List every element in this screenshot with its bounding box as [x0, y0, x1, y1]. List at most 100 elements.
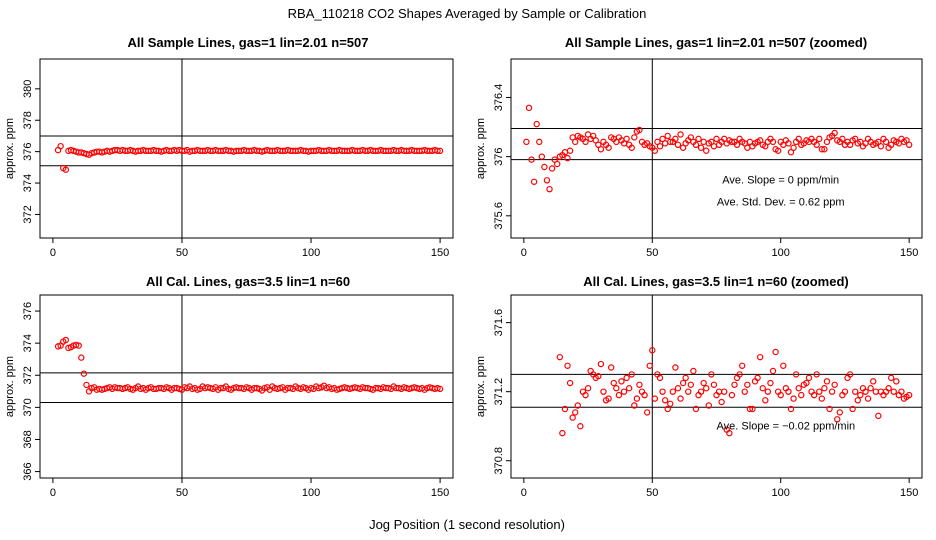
data-point [83, 381, 90, 389]
data-point [646, 362, 653, 369]
data-point [607, 364, 615, 371]
data-point [762, 397, 769, 404]
data-point [767, 379, 774, 387]
data-point [631, 134, 638, 141]
data-point [764, 388, 772, 395]
data-point [636, 126, 643, 134]
y-tick-label: 368 [22, 430, 34, 448]
data-point [872, 388, 879, 395]
data-point [685, 388, 692, 395]
y-tick-label: 374 [22, 334, 34, 352]
panel-title: All Sample Lines, gas=1 lin=2.01 n=507 (… [565, 35, 867, 50]
y-tick-label: 371.6 [493, 309, 505, 337]
plot-frame [39, 58, 454, 239]
data-point [738, 362, 746, 369]
data-point [613, 385, 620, 392]
x-tick-label: 0 [521, 487, 527, 499]
data-point [772, 348, 779, 356]
data-point [664, 132, 671, 140]
y-tick-label: 376 [22, 302, 34, 320]
data-point [813, 141, 820, 149]
data-point [643, 409, 651, 416]
data-point [661, 397, 669, 404]
data-point [798, 391, 805, 399]
data-point [710, 143, 718, 150]
data-point [559, 429, 566, 437]
data-point [790, 395, 797, 402]
data-point [839, 135, 846, 143]
data-point [700, 138, 707, 146]
data-point [905, 141, 913, 149]
data-point [795, 135, 802, 143]
data-point [893, 378, 900, 385]
data-point [718, 398, 725, 406]
data-point [818, 395, 826, 402]
data-point [905, 391, 913, 399]
data-point [597, 146, 605, 153]
y-tick-label: 371.2 [493, 378, 505, 406]
x-tick-label: 150 [431, 247, 449, 259]
data-point [823, 378, 831, 385]
data-point [574, 402, 581, 409]
data-point [754, 374, 761, 382]
data-point [672, 135, 679, 143]
y-tick-label: 375.6 [493, 202, 505, 230]
data-point [695, 135, 702, 143]
data-point [769, 138, 777, 146]
panel-sample-lines-zoomed: All Sample Lines, gas=1 lin=2.01 n=507 (… [475, 35, 923, 259]
data-point [561, 405, 569, 413]
data-point [790, 144, 797, 151]
y-axis-label: approx. ppm [4, 118, 16, 179]
data-point [785, 388, 792, 395]
data-point [677, 395, 684, 402]
data-point [710, 381, 718, 388]
data-point [867, 385, 874, 392]
data-point [667, 138, 674, 146]
data-point [656, 374, 664, 382]
data-point [816, 388, 823, 395]
data-point [828, 388, 836, 395]
data-point [548, 165, 556, 172]
panel-title: All Cal. Lines, gas=3.5 lin=1 n=60 [146, 274, 350, 289]
plot-frame [39, 294, 454, 479]
data-point [536, 138, 543, 146]
data-point [846, 371, 854, 378]
data-point [659, 388, 666, 395]
data-point [834, 416, 841, 423]
data-point [597, 360, 605, 368]
data-point [674, 385, 682, 392]
x-tick-label: 100 [302, 247, 320, 259]
data-point [80, 370, 88, 377]
data-point [728, 391, 736, 399]
data-point [584, 385, 592, 392]
y-tick-label: 370.8 [493, 447, 505, 475]
data-point [538, 153, 546, 160]
data-point [721, 388, 728, 395]
data-point [667, 400, 674, 407]
data-point [625, 385, 633, 392]
data-point [869, 378, 877, 385]
data-point [831, 129, 838, 137]
data-point [692, 141, 700, 149]
data-point [756, 353, 764, 361]
plot-frame [510, 294, 923, 479]
data-point [887, 374, 895, 382]
x-tick-label: 150 [900, 247, 918, 259]
data-point [566, 147, 574, 154]
data-point [577, 423, 584, 430]
y-tick-label: 372 [22, 205, 34, 223]
data-point [733, 141, 741, 149]
data-point [661, 140, 669, 147]
x-tick-label: 50 [176, 247, 188, 259]
data-point [744, 381, 751, 388]
data-point [636, 381, 643, 388]
data-point [525, 104, 533, 112]
x-tick-label: 150 [900, 487, 918, 499]
x-tick-label: 100 [302, 487, 320, 499]
data-point [777, 391, 784, 399]
x-tick-label: 150 [431, 487, 449, 499]
x-tick-label: 50 [646, 487, 658, 499]
data-point [633, 395, 641, 402]
data-point [769, 367, 777, 375]
plot-frame [510, 58, 923, 239]
